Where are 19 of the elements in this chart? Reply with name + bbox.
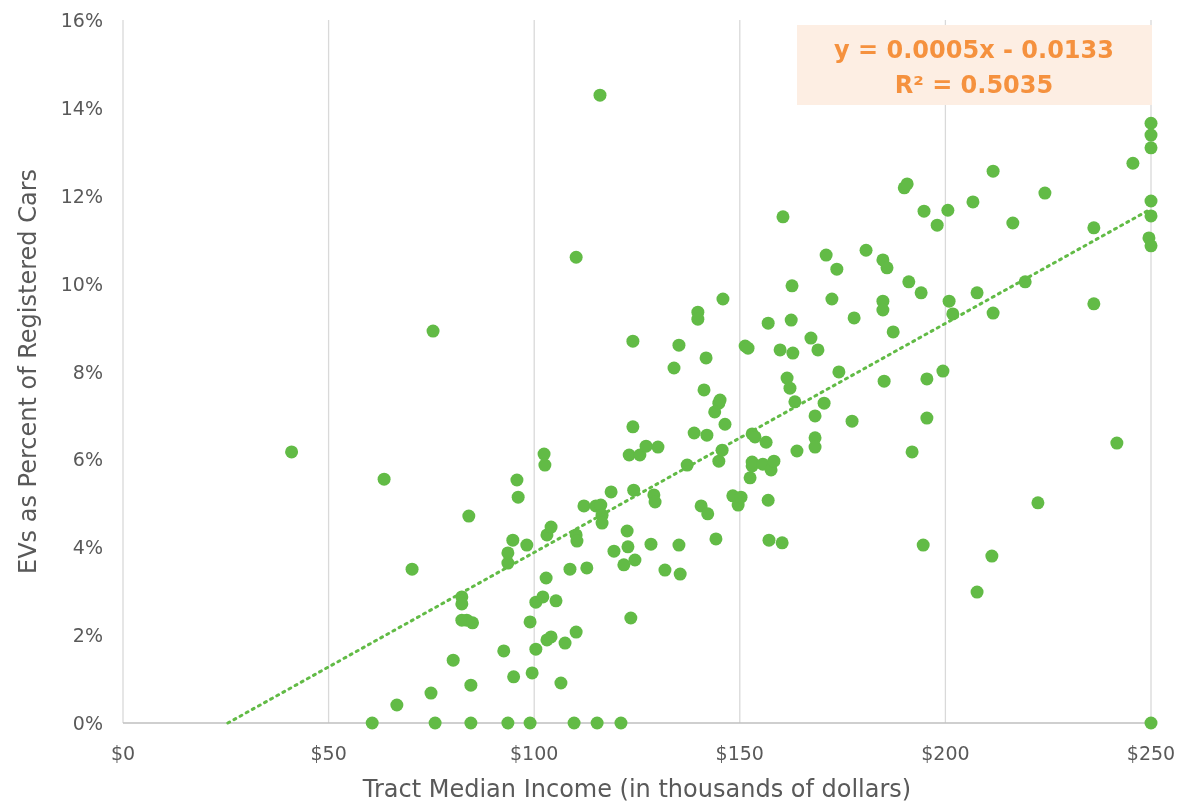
x-tick-label: $50 — [310, 742, 347, 764]
x-tick-label: $100 — [510, 742, 559, 764]
y-tick-label: 16% — [60, 9, 103, 31]
y-tick-label: 14% — [60, 96, 103, 119]
y-tick-label: 0% — [72, 712, 103, 734]
y-tick-label: 10% — [60, 272, 103, 295]
x-tick-label: $0 — [110, 742, 136, 764]
y-tick-label: 6% — [72, 448, 103, 471]
y-axis-title: EVs as Percent of Registered Cars — [14, 169, 42, 574]
x-axis-title: Tract Median Income (in thousands of dollars) — [361, 775, 912, 803]
annotation: R² = 0.5035 — [894, 71, 1054, 99]
x-tick-label: $150 — [715, 742, 764, 764]
x-tick-label: $250 — [1126, 742, 1176, 764]
y-tick-label: 4% — [72, 536, 103, 559]
y-tick-label: 8% — [72, 360, 103, 383]
x-tick-label: $200 — [921, 742, 970, 764]
y-tick-label: 2% — [72, 624, 103, 647]
y-tick-label: 12% — [60, 184, 103, 207]
annotation: y = 0.0005x - 0.0133 — [834, 36, 1114, 64]
